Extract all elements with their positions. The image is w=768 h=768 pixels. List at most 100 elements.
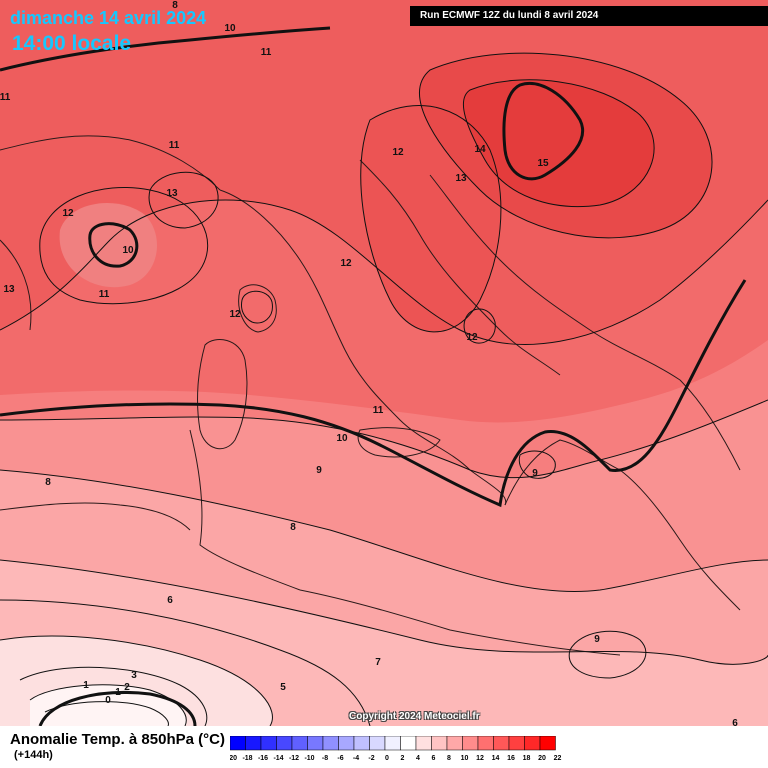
color-scale: -20-18-16-14-12-10-8-6-4-202468101214161… [230, 736, 562, 762]
coast-greece [619, 469, 741, 611]
scale-swatch [230, 736, 246, 751]
scale-tick-label: 20 [538, 755, 546, 762]
isotherm-1 [44, 701, 169, 726]
isotherm-2 [29, 684, 187, 726]
scale-swatch [338, 736, 355, 751]
isotherm-10-north [0, 26, 331, 72]
contour-label: 8 [45, 477, 51, 488]
contour-label: 5 [280, 682, 286, 693]
isotherm-12-west [39, 186, 209, 305]
coast-north-africa-west [0, 502, 191, 531]
scale-swatch [353, 736, 370, 751]
scale-tick-label: -14 [273, 755, 283, 762]
isotherm-12 [360, 105, 502, 333]
isotherm-6 [0, 599, 371, 726]
scale-tick-label: 12 [476, 755, 484, 762]
isotherm-3 [19, 666, 208, 726]
contour-label: 10 [336, 433, 348, 444]
scale-swatch [369, 736, 386, 751]
scale-tick-label: 10 [461, 755, 469, 762]
scale-tick-label: 2 [401, 755, 405, 762]
isotherm-0 [38, 690, 197, 726]
contour-label: 0 [105, 695, 111, 706]
scale-swatch [539, 736, 556, 751]
scale-tick-label: -8 [322, 755, 328, 762]
isotherm-5 [0, 635, 273, 726]
contour-label: 6 [167, 595, 173, 606]
contour-label: 8 [290, 522, 296, 533]
scale-swatch [291, 736, 308, 751]
isotherm-9-libya [568, 630, 647, 679]
contour-label: 13 [455, 173, 467, 184]
scale-tick-label: -12 [289, 755, 299, 762]
scale-tick-label: 22 [554, 755, 562, 762]
contour-label: 11 [99, 289, 110, 300]
isotherms [0, 52, 768, 726]
isotherm-12-corsica [241, 290, 273, 324]
contour-label: 12 [229, 309, 241, 320]
forecast-date: dimanche 14 avril 2024 [10, 8, 207, 28]
contour-label: 9 [532, 468, 538, 479]
isotherm-7 [0, 559, 768, 665]
coast-sardinia [197, 339, 248, 450]
cold-pocket-left [59, 203, 157, 288]
coast-france [0, 135, 221, 191]
contour-labels: 8 10 11 11 14 15 13 12 11 13 12 10 13 11… [0, 0, 738, 726]
isotherm-10-west [88, 222, 139, 268]
model-run-label: Run ECMWF 12Z du lundi 8 avril 2024 [410, 6, 768, 26]
coast-adriatic-west [359, 159, 561, 376]
contour-label: 12 [392, 147, 404, 158]
scale-tick-label: -4 [353, 755, 359, 762]
scale-swatch [260, 736, 277, 751]
forecast-local-time: 14:00 locale [12, 32, 132, 55]
isotherm-13-provence [148, 171, 219, 229]
coastlines [0, 135, 741, 656]
contour-label: 9 [316, 465, 322, 476]
scale-swatch [322, 736, 339, 751]
scale-tick-label: 0 [385, 755, 389, 762]
scale-swatch [400, 736, 417, 751]
scale-tick-label: -20 [230, 755, 237, 762]
contour-label: 9 [594, 634, 600, 645]
scale-swatch [307, 736, 324, 751]
coast-tunisia [189, 429, 301, 591]
isotherm-9 [0, 399, 768, 479]
isotherm-11 [0, 199, 768, 345]
scale-swatch [446, 736, 463, 751]
isotherm-8 [0, 469, 768, 593]
scale-swatch [276, 736, 293, 751]
scale-swatch [524, 736, 541, 751]
coast-libya [299, 589, 621, 656]
scale-swatch [462, 736, 479, 751]
scale-tick-label: 6 [432, 755, 436, 762]
isotherm-9-gulf [518, 450, 556, 479]
scale-tick-label: -16 [258, 755, 268, 762]
contour-label: 11 [169, 140, 180, 151]
contour-label: 11 [261, 47, 272, 58]
contour-label: 13 [3, 284, 15, 295]
scale-tick-label: 4 [416, 755, 420, 762]
coast-sicily [357, 427, 441, 458]
scale-tick-label: -6 [337, 755, 343, 762]
contour-label: 10 [122, 245, 134, 256]
contour-label: 11 [373, 405, 384, 416]
isotherm-14 [462, 79, 655, 208]
scale-tick-label: 14 [492, 755, 500, 762]
contour-label: 2 [124, 682, 130, 693]
scale-swatch [493, 736, 510, 751]
contour-label: 7 [375, 657, 381, 668]
isotherm-13 [419, 52, 713, 239]
scale-swatch [508, 736, 525, 751]
scale-swatch [384, 736, 401, 751]
coast-spain [0, 239, 32, 331]
scale-tick-label: 8 [447, 755, 451, 762]
map-legend-footer: Anomalie Temp. à 850hPa (°C) (+144h) -20… [0, 726, 768, 768]
contour-label: 8 [172, 0, 178, 11]
copyright-notice: Copyright 2024 Meteociel.fr [349, 711, 480, 722]
scale-swatch [477, 736, 494, 751]
contour-label: 6 [732, 718, 738, 726]
contour-label: 12 [466, 332, 478, 343]
contour-label: 11 [0, 92, 11, 103]
contour-label: 3 [131, 670, 137, 681]
